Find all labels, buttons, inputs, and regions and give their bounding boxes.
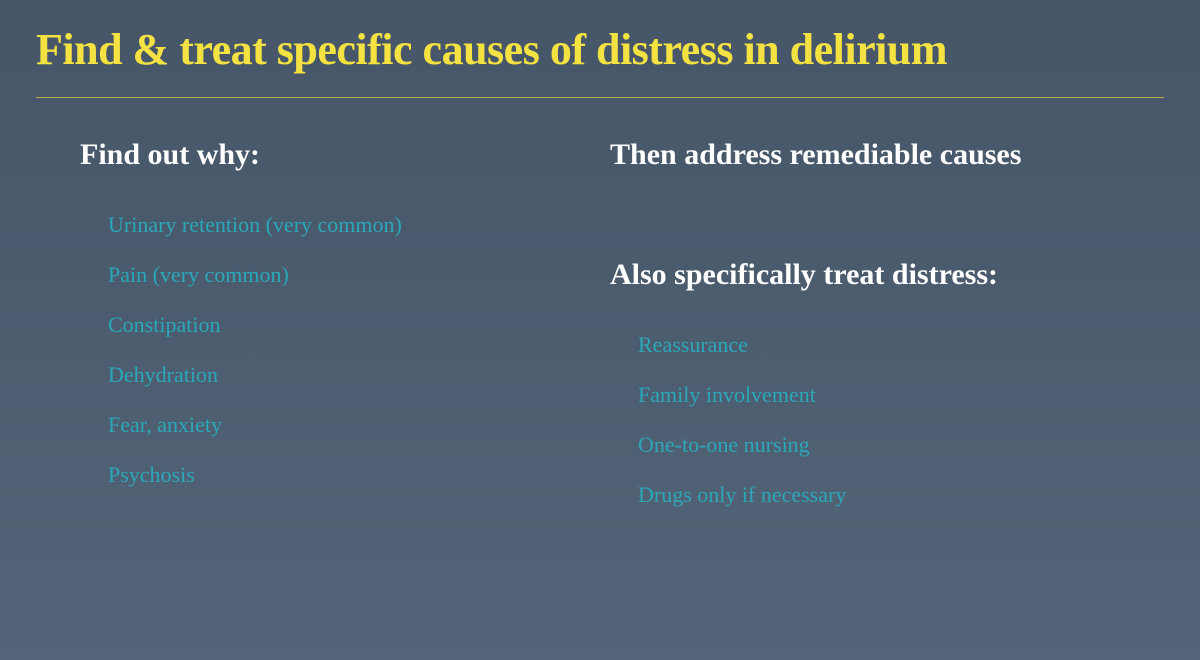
columns: Find out why: Urinary retention (very co… [36,138,1164,520]
left-list: Urinary retention (very common) Pain (ve… [80,200,590,500]
list-item: Drugs only if necessary [638,470,1120,520]
title-divider [36,97,1164,98]
right-heading-1: Then address remediable causes [610,138,1120,172]
list-item: Pain (very common) [108,250,590,300]
list-item: Dehydration [108,350,590,400]
left-heading: Find out why: [80,138,590,172]
list-item: Psychosis [108,450,590,500]
list-item: Urinary retention (very common) [108,200,590,250]
slide: Find & treat specific causes of distress… [0,0,1200,660]
list-item: Reassurance [638,320,1120,370]
slide-title: Find & treat specific causes of distress… [36,24,1164,75]
right-list: Reassurance Family involvement One-to-on… [610,320,1120,520]
right-column: Then address remediable causes Also spec… [610,138,1120,520]
list-item: Family involvement [638,370,1120,420]
list-item: One-to-one nursing [638,420,1120,470]
left-column: Find out why: Urinary retention (very co… [80,138,590,520]
spacer [610,172,1120,258]
right-heading-2: Also specifically treat distress: [610,258,1120,292]
list-item: Fear, anxiety [108,400,590,450]
list-item: Constipation [108,300,590,350]
